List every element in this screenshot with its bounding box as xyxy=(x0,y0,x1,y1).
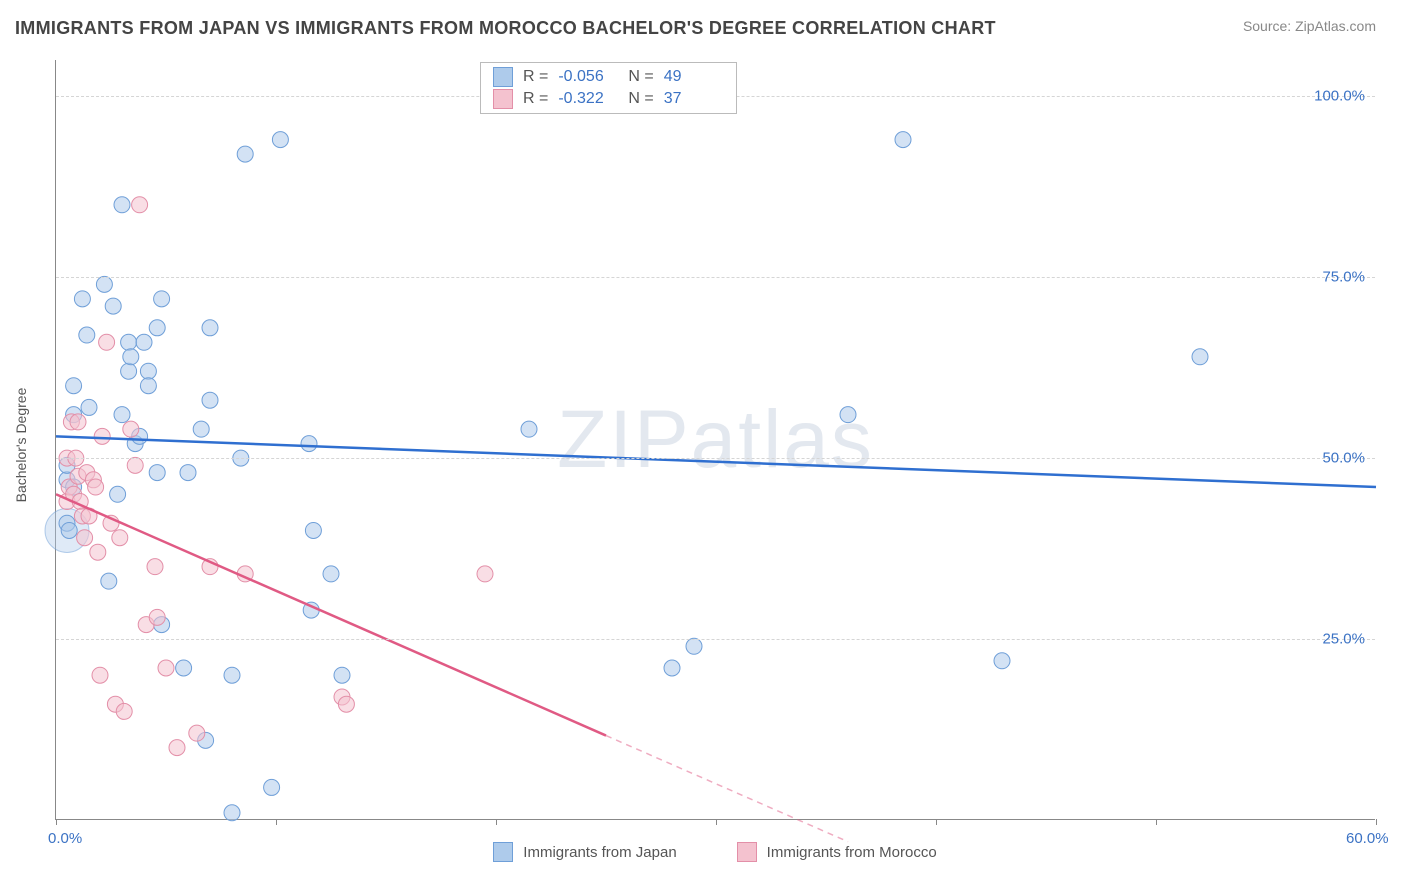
data-point xyxy=(127,457,143,473)
data-point xyxy=(149,465,165,481)
regression-line xyxy=(56,436,1376,487)
gridline xyxy=(56,277,1375,278)
data-point xyxy=(664,660,680,676)
regression-line-dashed xyxy=(606,736,848,842)
chart-source: Source: ZipAtlas.com xyxy=(1243,18,1376,34)
legend-label: Immigrants from Morocco xyxy=(767,844,937,861)
data-point xyxy=(61,522,77,538)
data-point xyxy=(686,638,702,654)
data-point xyxy=(121,334,137,350)
data-point xyxy=(305,522,321,538)
data-point xyxy=(147,559,163,575)
x-tick xyxy=(56,819,57,825)
y-tick-label: 25.0% xyxy=(1322,631,1365,648)
legend-stats: R = -0.056 N = 49 R = -0.322 N = 37 xyxy=(480,62,737,114)
x-tick xyxy=(496,819,497,825)
data-point xyxy=(140,378,156,394)
data-point xyxy=(123,421,139,437)
data-point xyxy=(74,291,90,307)
data-point xyxy=(154,291,170,307)
data-point xyxy=(224,805,240,821)
data-point xyxy=(169,740,185,756)
data-point xyxy=(132,197,148,213)
data-point xyxy=(90,544,106,560)
data-point xyxy=(99,334,115,350)
x-tick xyxy=(1156,819,1157,825)
legend-item-morocco: Immigrants from Morocco xyxy=(737,842,937,862)
data-point xyxy=(77,530,93,546)
data-point xyxy=(237,146,253,162)
data-point xyxy=(96,276,112,292)
data-point xyxy=(79,327,95,343)
data-point xyxy=(94,428,110,444)
legend-swatch-japan xyxy=(493,67,513,87)
data-point xyxy=(994,653,1010,669)
y-tick-label: 100.0% xyxy=(1314,88,1365,105)
data-point xyxy=(101,573,117,589)
data-point xyxy=(334,667,350,683)
data-point xyxy=(110,486,126,502)
data-point xyxy=(895,132,911,148)
data-point xyxy=(66,378,82,394)
plot-area: ZIPatlas 25.0%50.0%75.0%100.0%0.0%60.0% xyxy=(55,60,1375,820)
legend-swatch-morocco xyxy=(493,89,513,109)
data-point xyxy=(338,696,354,712)
y-tick-label: 50.0% xyxy=(1322,450,1365,467)
data-point xyxy=(112,530,128,546)
chart-header: IMMIGRANTS FROM JAPAN VS IMMIGRANTS FROM… xyxy=(0,0,1406,39)
data-point xyxy=(272,132,288,148)
data-point xyxy=(149,609,165,625)
data-point xyxy=(202,320,218,336)
x-tick xyxy=(276,819,277,825)
data-point xyxy=(264,779,280,795)
data-point xyxy=(70,414,86,430)
x-tick xyxy=(1376,819,1377,825)
data-point xyxy=(477,566,493,582)
gridline xyxy=(56,639,1375,640)
data-point xyxy=(81,399,97,415)
data-point xyxy=(158,660,174,676)
legend-swatch-japan xyxy=(493,842,513,862)
data-point xyxy=(121,363,137,379)
data-point xyxy=(114,407,130,423)
data-point xyxy=(123,349,139,365)
legend-label: Immigrants from Japan xyxy=(523,844,676,861)
data-point xyxy=(114,197,130,213)
data-point xyxy=(840,407,856,423)
data-point xyxy=(189,725,205,741)
data-point xyxy=(88,479,104,495)
data-point xyxy=(1192,349,1208,365)
y-axis-label: Bachelor's Degree xyxy=(13,388,29,503)
data-point xyxy=(180,465,196,481)
x-tick xyxy=(936,819,937,825)
data-point xyxy=(140,363,156,379)
data-point xyxy=(136,334,152,350)
data-point xyxy=(301,436,317,452)
legend-item-japan: Immigrants from Japan xyxy=(493,842,676,862)
data-point xyxy=(92,667,108,683)
x-tick xyxy=(716,819,717,825)
data-point xyxy=(323,566,339,582)
data-point xyxy=(149,320,165,336)
data-point xyxy=(202,392,218,408)
data-point xyxy=(116,703,132,719)
legend-series: Immigrants from Japan Immigrants from Mo… xyxy=(55,842,1375,862)
chart-svg xyxy=(56,60,1375,819)
data-point xyxy=(521,421,537,437)
chart-title: IMMIGRANTS FROM JAPAN VS IMMIGRANTS FROM… xyxy=(15,18,996,39)
gridline xyxy=(56,458,1375,459)
data-point xyxy=(224,667,240,683)
regression-line xyxy=(56,494,606,735)
y-tick-label: 75.0% xyxy=(1322,269,1365,286)
data-point xyxy=(176,660,192,676)
plot-container: Bachelor's Degree ZIPatlas 25.0%50.0%75.… xyxy=(45,60,1375,830)
legend-stats-row: R = -0.056 N = 49 xyxy=(493,67,724,87)
data-point xyxy=(193,421,209,437)
legend-swatch-morocco xyxy=(737,842,757,862)
legend-stats-row: R = -0.322 N = 37 xyxy=(493,89,724,109)
data-point xyxy=(105,298,121,314)
